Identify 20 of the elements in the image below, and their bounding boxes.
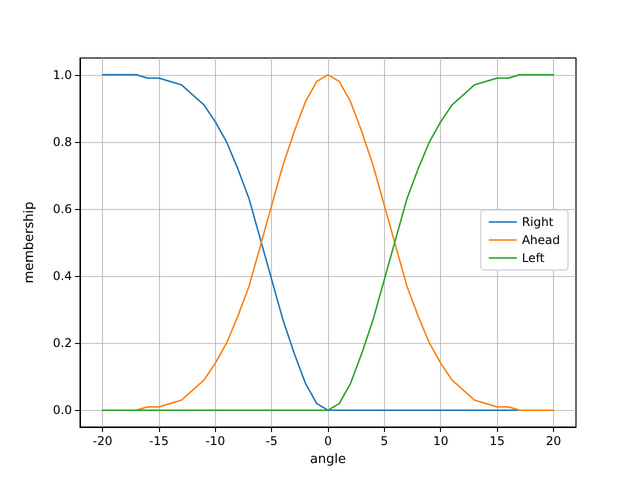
y-tick-label: 0.8 [52, 134, 72, 149]
x-tick-label: 0 [324, 434, 332, 448]
x-tick-label: -15 [149, 434, 169, 448]
x-tick-label: 15 [489, 434, 505, 448]
x-tick-label: 20 [546, 434, 562, 448]
y-tick-label: 0.6 [52, 202, 72, 216]
y-tick-label: 0.4 [52, 269, 72, 284]
x-tick-label: -20 [92, 434, 112, 448]
y-axis-title: membership [22, 202, 37, 284]
x-tick-label: 5 [380, 434, 388, 448]
y-tick-label: 1.0 [52, 68, 72, 82]
x-tick-label: 10 [433, 434, 448, 448]
legend-label: Ahead [522, 233, 560, 247]
x-tick-label: -10 [205, 434, 226, 448]
legend-label: Left [522, 251, 545, 265]
legend-label: Right [522, 215, 554, 229]
y-tick-label: 0.2 [52, 336, 72, 350]
y-tick-label: 0.0 [52, 403, 72, 418]
x-tick-label: -5 [266, 434, 278, 448]
x-axis-title: angle [310, 452, 346, 467]
